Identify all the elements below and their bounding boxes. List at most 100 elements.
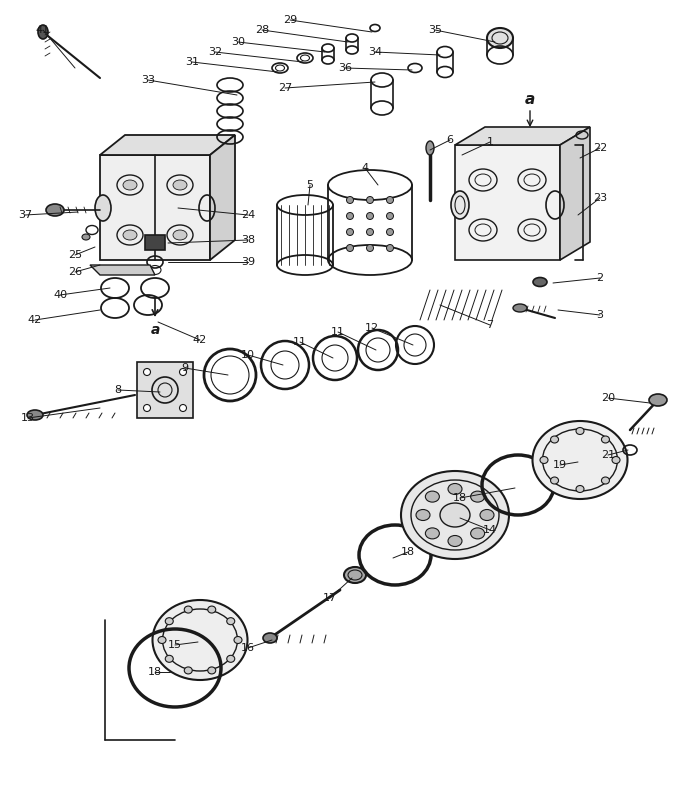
- Ellipse shape: [367, 229, 374, 236]
- Text: 4: 4: [361, 163, 369, 173]
- Polygon shape: [560, 127, 590, 260]
- Ellipse shape: [82, 234, 90, 240]
- Text: 8: 8: [115, 385, 122, 395]
- Text: 2: 2: [596, 273, 604, 283]
- Text: 40: 40: [53, 290, 67, 300]
- Ellipse shape: [550, 477, 559, 484]
- Ellipse shape: [387, 196, 393, 203]
- Text: a: a: [525, 92, 535, 107]
- Ellipse shape: [480, 510, 494, 521]
- Ellipse shape: [540, 457, 548, 464]
- Ellipse shape: [208, 667, 216, 674]
- Text: 16: 16: [241, 643, 255, 653]
- Text: 13: 13: [21, 413, 35, 423]
- Polygon shape: [137, 362, 193, 418]
- Polygon shape: [455, 145, 560, 260]
- Ellipse shape: [208, 606, 216, 613]
- Ellipse shape: [649, 394, 667, 406]
- Text: 19: 19: [553, 460, 567, 470]
- Ellipse shape: [346, 229, 354, 236]
- Ellipse shape: [173, 230, 187, 240]
- Text: 34: 34: [368, 47, 382, 57]
- Polygon shape: [100, 155, 210, 260]
- Ellipse shape: [367, 245, 374, 252]
- Ellipse shape: [533, 421, 628, 499]
- Text: 6: 6: [447, 135, 454, 145]
- Ellipse shape: [533, 277, 547, 287]
- Ellipse shape: [367, 213, 374, 219]
- Ellipse shape: [184, 606, 192, 613]
- Text: 15: 15: [168, 640, 182, 650]
- Ellipse shape: [123, 230, 137, 240]
- Ellipse shape: [180, 404, 186, 411]
- Ellipse shape: [426, 141, 434, 155]
- Text: 42: 42: [28, 315, 42, 325]
- Text: 30: 30: [231, 37, 245, 47]
- Ellipse shape: [426, 491, 439, 502]
- Text: 5: 5: [307, 180, 313, 190]
- Ellipse shape: [451, 191, 469, 219]
- Text: 29: 29: [283, 15, 297, 25]
- Ellipse shape: [227, 618, 235, 625]
- Text: 10: 10: [241, 350, 255, 360]
- Text: 35: 35: [428, 25, 442, 35]
- Ellipse shape: [180, 368, 186, 376]
- Text: 9: 9: [182, 363, 189, 373]
- Ellipse shape: [401, 471, 509, 559]
- Polygon shape: [90, 265, 155, 275]
- Ellipse shape: [426, 528, 439, 539]
- Text: 18: 18: [401, 547, 415, 557]
- Polygon shape: [455, 127, 590, 145]
- Text: 25: 25: [68, 250, 82, 260]
- Text: 38: 38: [241, 235, 255, 245]
- Ellipse shape: [173, 180, 187, 190]
- Ellipse shape: [448, 484, 462, 495]
- Ellipse shape: [344, 567, 366, 583]
- Ellipse shape: [263, 633, 277, 643]
- Text: 20: 20: [601, 393, 615, 403]
- Text: 37: 37: [18, 210, 32, 220]
- Ellipse shape: [367, 196, 374, 203]
- Ellipse shape: [234, 637, 242, 643]
- Text: 12: 12: [365, 323, 379, 333]
- Ellipse shape: [612, 457, 620, 464]
- Ellipse shape: [387, 229, 393, 236]
- Text: 42: 42: [193, 335, 207, 345]
- Text: 22: 22: [593, 143, 607, 153]
- Ellipse shape: [440, 503, 470, 527]
- Ellipse shape: [346, 245, 354, 252]
- Ellipse shape: [143, 404, 150, 411]
- Text: 26: 26: [68, 267, 82, 277]
- Text: 33: 33: [141, 75, 155, 85]
- Ellipse shape: [576, 485, 584, 492]
- Ellipse shape: [123, 180, 137, 190]
- Ellipse shape: [95, 195, 111, 221]
- Text: 11: 11: [293, 337, 307, 347]
- Text: 39: 39: [241, 257, 255, 267]
- Ellipse shape: [346, 213, 354, 219]
- Text: 36: 36: [338, 63, 352, 73]
- Text: 23: 23: [593, 193, 607, 203]
- Text: 18: 18: [148, 667, 162, 677]
- Text: 7: 7: [486, 320, 494, 330]
- Ellipse shape: [143, 368, 150, 376]
- Ellipse shape: [158, 637, 166, 643]
- Ellipse shape: [602, 477, 609, 484]
- Polygon shape: [100, 135, 235, 155]
- Ellipse shape: [448, 535, 462, 546]
- Ellipse shape: [27, 410, 43, 420]
- Ellipse shape: [38, 25, 48, 39]
- Ellipse shape: [387, 213, 393, 219]
- Text: 21: 21: [601, 450, 615, 460]
- Text: 32: 32: [208, 47, 222, 57]
- Ellipse shape: [487, 28, 513, 48]
- Text: a: a: [150, 323, 160, 337]
- Ellipse shape: [387, 245, 393, 252]
- Polygon shape: [210, 135, 235, 260]
- Ellipse shape: [227, 655, 235, 662]
- Ellipse shape: [184, 667, 192, 674]
- Ellipse shape: [165, 618, 173, 625]
- Text: 41: 41: [36, 25, 50, 35]
- Text: 31: 31: [185, 57, 199, 67]
- Text: 14: 14: [483, 525, 497, 535]
